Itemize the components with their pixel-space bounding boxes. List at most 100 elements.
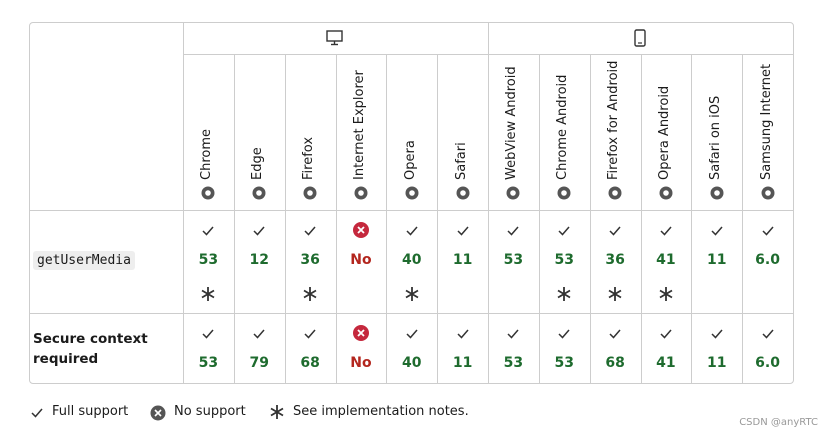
browser-icon	[201, 186, 215, 200]
browser-name: Firefox	[301, 136, 317, 180]
version: No	[350, 355, 372, 371]
notes-icon	[303, 287, 317, 301]
full-support-icon	[711, 329, 723, 339]
browser-name: Opera	[402, 140, 418, 180]
browser-icon	[456, 186, 470, 200]
version: 79	[249, 355, 269, 371]
notes-icon	[659, 287, 673, 301]
browser-name: Samsung Internet	[758, 63, 774, 180]
full-support-icon	[406, 329, 418, 339]
legend-asterisk	[270, 405, 284, 419]
watermark: CSDN @anyRTC	[739, 417, 818, 428]
full-support-icon	[304, 226, 316, 236]
legend-text: Full support	[52, 404, 129, 419]
column-divider	[386, 54, 388, 384]
full-support-icon	[660, 226, 672, 236]
no-support-icon	[352, 222, 369, 238]
browser-icon	[303, 186, 317, 200]
notes-icon	[405, 287, 419, 301]
row-divider	[30, 313, 793, 314]
full-support-icon	[558, 329, 570, 339]
column-divider	[488, 22, 489, 384]
browser-icon	[405, 186, 419, 200]
legend-text: No support	[174, 404, 246, 419]
browser-name: Chrome Android	[555, 74, 571, 180]
version: 68	[300, 355, 320, 371]
browser-name: Opera Android	[656, 85, 672, 180]
full-support-icon	[660, 329, 672, 339]
legend-text: See implementation notes.	[293, 404, 469, 419]
browser-name: Safari	[453, 142, 469, 180]
full-support-icon	[406, 226, 418, 236]
browser-icon	[557, 186, 571, 200]
full-support-icon	[457, 329, 469, 339]
full-support-icon	[762, 329, 774, 339]
version: 11	[452, 355, 473, 371]
desktop-icon	[326, 30, 343, 46]
legend-check	[31, 408, 43, 418]
column-divider	[691, 54, 693, 384]
column-divider	[233, 54, 235, 384]
version: 11	[707, 355, 727, 371]
column-divider	[284, 54, 286, 384]
version: 40	[402, 252, 422, 268]
version: 6.0	[755, 252, 780, 268]
version: 41	[656, 355, 676, 371]
full-support-icon	[202, 226, 214, 236]
full-support-icon	[253, 226, 265, 236]
version: 53	[503, 355, 524, 371]
column-divider	[742, 54, 744, 384]
browser-icon	[506, 186, 520, 200]
version: 11	[707, 252, 727, 268]
browser-icon	[252, 186, 266, 200]
mobile-icon	[634, 29, 646, 47]
browser-name: WebView Android	[504, 66, 520, 180]
feature-name: Secure context required	[33, 331, 148, 367]
browser-icon	[354, 186, 368, 200]
column-divider	[335, 54, 337, 384]
browser-icon	[710, 186, 724, 200]
feature-name: getUserMedia	[33, 251, 135, 270]
column-divider	[183, 22, 184, 384]
version: 53	[554, 252, 574, 268]
full-support-icon	[711, 226, 723, 236]
column-divider	[437, 54, 439, 384]
browser-name: Chrome	[199, 129, 215, 180]
browser-name: Safari on iOS	[707, 95, 723, 180]
full-support-icon	[304, 329, 316, 339]
full-support-icon	[609, 226, 621, 236]
version: 12	[249, 252, 269, 268]
browser-icon	[659, 186, 673, 200]
version: 41	[656, 252, 676, 268]
version: 53	[198, 252, 219, 268]
browser-icon	[608, 186, 622, 200]
version: 40	[402, 355, 422, 371]
version: No	[350, 252, 372, 268]
full-support-icon	[762, 226, 774, 236]
browser-name: Internet Explorer	[351, 70, 367, 180]
full-support-icon	[558, 226, 570, 236]
full-support-icon	[253, 329, 265, 339]
full-support-icon	[507, 226, 519, 236]
row-divider	[30, 210, 793, 211]
column-divider	[538, 54, 540, 384]
full-support-icon	[507, 329, 519, 339]
version: 53	[554, 355, 574, 371]
table-frame	[29, 22, 794, 384]
browser-icon	[761, 186, 775, 200]
version: 53	[198, 355, 219, 371]
full-support-icon	[609, 329, 621, 339]
browser-name: Edge	[250, 147, 266, 180]
version: 68	[605, 355, 625, 371]
full-support-icon	[457, 226, 469, 236]
version: 6.0	[755, 355, 780, 371]
column-divider	[589, 54, 591, 384]
version: 36	[605, 252, 625, 268]
notes-icon	[201, 287, 215, 301]
version: 53	[503, 252, 524, 268]
legend-x	[150, 405, 166, 421]
version: 36	[300, 252, 320, 268]
version: 11	[452, 252, 473, 268]
no-support-icon	[352, 325, 369, 341]
